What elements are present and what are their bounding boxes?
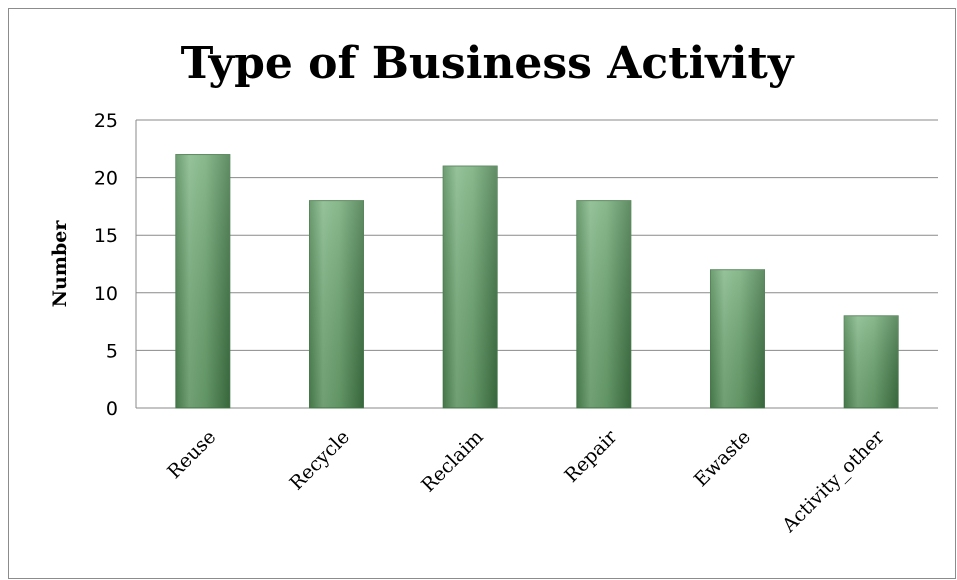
x-tick-label: Ewaste — [690, 426, 755, 491]
x-tick-label: Reuse — [163, 426, 220, 483]
x-tick-label: Activity_other — [777, 425, 889, 537]
chart-title: Type of Business Activity — [181, 38, 795, 89]
y-tick-label: 15 — [94, 225, 118, 247]
y-tick-label: 0 — [106, 398, 118, 420]
bar-shading — [844, 315, 899, 408]
bar-shading — [576, 200, 631, 408]
x-tick-label: Repair — [560, 425, 622, 487]
y-tick-label: 20 — [94, 168, 118, 190]
y-axis-label: Number — [49, 220, 71, 308]
y-tick-label: 10 — [94, 283, 118, 305]
bar-shading — [175, 154, 230, 408]
y-tick-label: 5 — [106, 340, 118, 362]
bar-shading — [443, 166, 498, 408]
x-tick-label: Reclaim — [417, 426, 488, 497]
bar-shading — [309, 200, 364, 408]
y-tick-label: 25 — [94, 110, 118, 132]
x-tick-label: Recycle — [286, 426, 355, 495]
bar-shading — [710, 269, 765, 408]
